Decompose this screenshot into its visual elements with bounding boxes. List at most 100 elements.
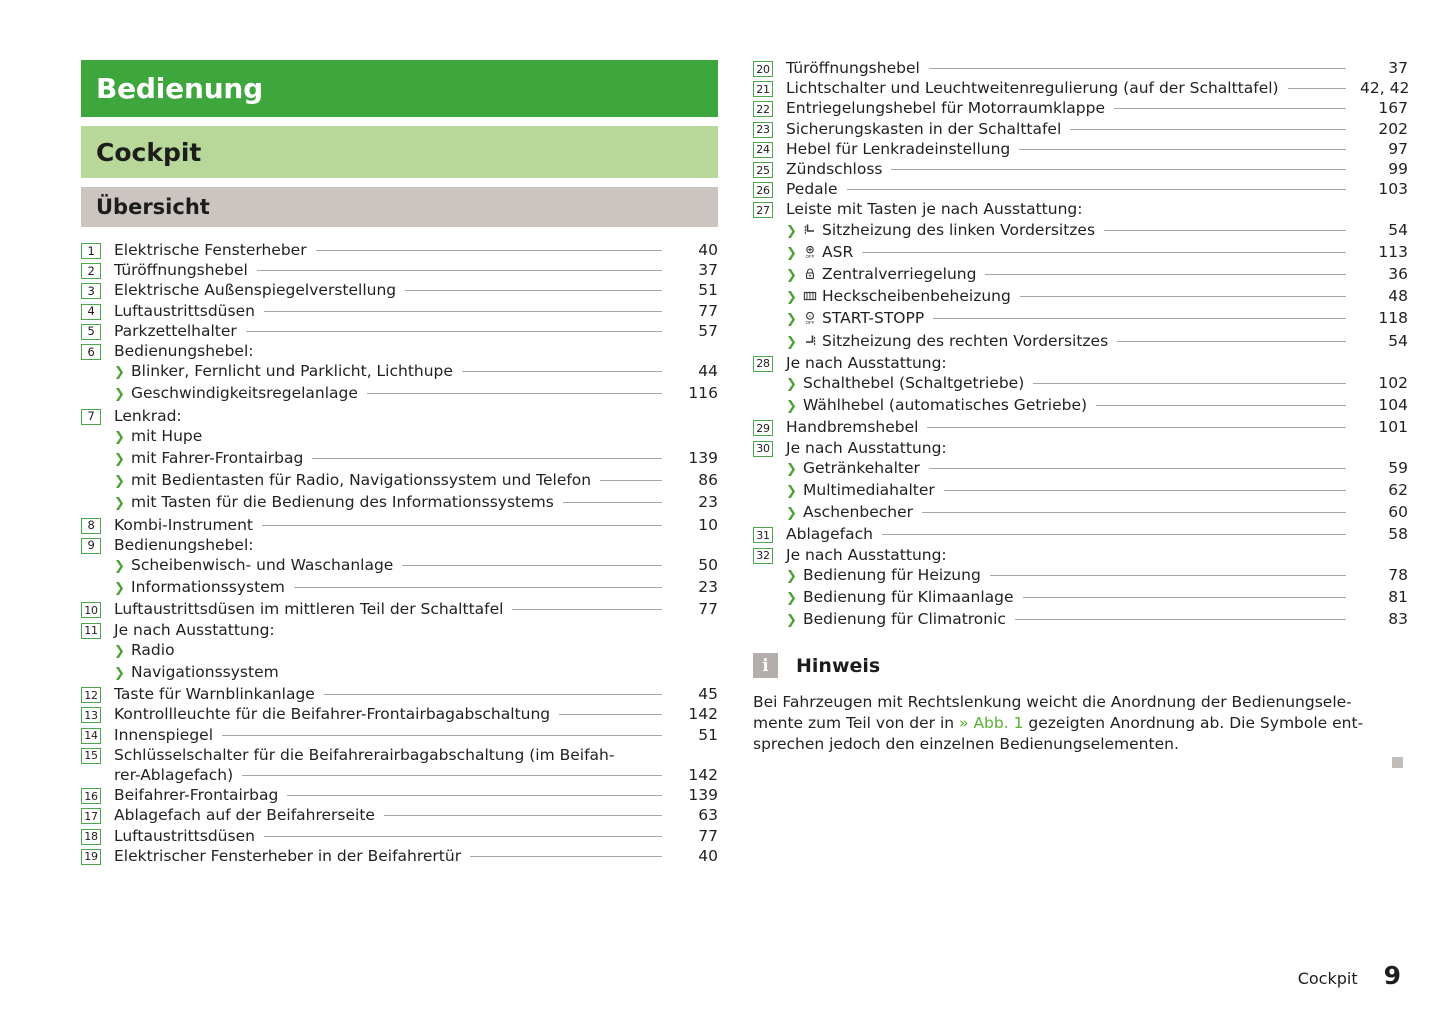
toc-entry[interactable]: 24 Hebel für Lenkradeinstellung 97 — [753, 139, 1408, 159]
toc-sub-entry[interactable]: ❯ Sitzheizung des linken Vordersitzes 54 — [786, 220, 1408, 242]
page-number[interactable]: 86 — [698, 471, 718, 490]
page-number[interactable]: 51 — [698, 725, 718, 744]
page-number[interactable]: 167 — [1378, 99, 1408, 118]
toc-sub-entry[interactable]: ❯ Navigationssystem — [114, 662, 718, 684]
toc-entry[interactable]: 14 Innenspiegel 51 — [81, 725, 718, 745]
page-number[interactable]: 57 — [698, 321, 718, 340]
page-number[interactable]: 116 — [688, 384, 718, 403]
page-number[interactable]: 63 — [698, 806, 718, 825]
page-number[interactable]: 78 — [1388, 565, 1408, 584]
toc-sub-entry[interactable]: ❯ Scheibenwisch- und Waschanlage 50 — [114, 555, 718, 577]
page-number[interactable]: 81 — [1388, 588, 1408, 607]
toc-entry[interactable]: 29 Handbremshebel 101 — [753, 417, 1408, 437]
toc-entry[interactable]: 27 Leiste mit Tasten je nach Ausstattung:… — [753, 199, 1408, 352]
page-number[interactable]: 23 — [698, 578, 718, 597]
toc-sub-entry[interactable]: ❯ mit Tasten für die Bedienung des Inform… — [114, 492, 718, 514]
toc-sub-entry[interactable]: ❯ mit Bedientasten für Radio, Navigations… — [114, 470, 718, 492]
page-number[interactable]: 97 — [1388, 139, 1408, 158]
toc-sub-entry[interactable]: ❯ Multimediahalter 62 — [786, 480, 1408, 502]
page-number[interactable]: 44 — [698, 362, 718, 381]
page-number[interactable]: 142 — [688, 766, 718, 785]
toc-entry[interactable]: 32 Je nach Ausstattung: ❯ Bedienung für Hei… — [753, 545, 1408, 632]
page-number[interactable]: 40 — [698, 846, 718, 865]
page-number[interactable]: 103 — [1378, 180, 1408, 199]
toc-entry[interactable]: 25 Zündschloss 99 — [753, 159, 1408, 179]
toc-sub-entry[interactable]: ❯ Bedienung für Heizung 78 — [786, 565, 1408, 587]
page-number[interactable]: 59 — [1388, 458, 1408, 477]
page-number[interactable]: 118 — [1378, 309, 1408, 328]
page-number[interactable]: 83 — [1388, 610, 1408, 629]
page-number[interactable]: 36 — [1388, 265, 1408, 284]
page-number[interactable]: 62 — [1388, 481, 1408, 500]
toc-entry[interactable]: 6 Bedienungshebel: ❯ Blinker, Fernlicht und… — [81, 341, 718, 406]
toc-sub-entry[interactable]: ❯ mit Hupe — [114, 426, 718, 448]
toc-entry[interactable]: 23 Sicherungskasten in der Schalttafel 202 — [753, 119, 1408, 139]
toc-sub-entry[interactable]: ❯ Bedienung für Klimaanlage 81 — [786, 587, 1408, 609]
toc-entry[interactable]: 7 Lenkrad: ❯ mit Hupe ❯ mit Fahrer-Frontairba… — [81, 406, 718, 515]
toc-entry[interactable]: 13 Kontrollleuchte für die Beifahrer-Fron… — [81, 704, 718, 724]
page-number[interactable]: 60 — [1388, 503, 1408, 522]
toc-sub-entry[interactable]: ❯ mit Fahrer-Frontairbag 139 — [114, 448, 718, 470]
page-number[interactable]: 58 — [1388, 525, 1408, 544]
toc-sub-entry[interactable]: ❯ Zentralverriegelung 36 — [786, 264, 1408, 286]
page-number[interactable]: 99 — [1388, 160, 1408, 179]
toc-entry[interactable]: 21 Lichtschalter und Leuchtweitenregulier… — [753, 78, 1410, 98]
toc-entry[interactable]: 1 Elektrische Fensterheber 40 — [81, 240, 718, 260]
toc-entry[interactable]: 20 Türöffnungshebel 37 — [753, 58, 1408, 78]
page-number[interactable]: 142 — [688, 705, 718, 724]
toc-entry[interactable]: 18 Luftaustrittsdüsen 77 — [81, 826, 718, 846]
toc-entry[interactable]: 15 Schlüsselschalter für die Beifahrerair… — [81, 745, 718, 785]
toc-sub-entry[interactable]: ❯ Bedienung für Climatronic 83 — [786, 609, 1408, 631]
page-number[interactable]: 40 — [698, 241, 718, 259]
page-number[interactable]: 202 — [1378, 119, 1408, 138]
toc-entry[interactable]: 5 Parkzettelhalter 57 — [81, 321, 718, 341]
toc-entry[interactable]: 22 Entriegelungshebel für Motorraumklappe… — [753, 98, 1408, 118]
page-number[interactable]: 48 — [1388, 287, 1408, 306]
page-number[interactable]: 54 — [1388, 331, 1408, 350]
toc-sub-entry[interactable]: ❯ Aschenbecher 60 — [786, 502, 1408, 524]
toc-sub-entry[interactable]: ❯ Sitzheizung des rechten Vordersitzes 54 — [786, 331, 1408, 353]
toc-entry[interactable]: 12 Taste für Warnblinkanlage 45 — [81, 684, 718, 704]
toc-entry[interactable]: 26 Pedale 103 — [753, 179, 1408, 199]
toc-entry[interactable]: 11 Je nach Ausstattung: ❯ Radio ❯ Navigations… — [81, 620, 718, 685]
page-number[interactable]: 37 — [698, 261, 718, 280]
page-number[interactable]: 23 — [698, 493, 718, 512]
page-number[interactable]: 102 — [1378, 374, 1408, 393]
toc-sub-entry[interactable]: ❯ Schalthebel (Schaltgetriebe) 102 — [786, 373, 1408, 395]
page-number[interactable]: 77 — [698, 826, 718, 845]
toc-sub-entry[interactable]: ❯ Blinker, Fernlicht und Parklicht, Licht… — [114, 361, 718, 383]
toc-entry[interactable]: 31 Ablagefach 58 — [753, 524, 1408, 544]
toc-sub-entry[interactable]: ❯ Radio — [114, 640, 718, 662]
toc-entry[interactable]: 19 Elektrischer Fensterheber in der Beifa… — [81, 846, 718, 866]
page-number[interactable]: 77 — [698, 600, 718, 619]
toc-entry[interactable]: 4 Luftaustrittsdüsen 77 — [81, 301, 718, 321]
page-number[interactable]: 45 — [698, 685, 718, 704]
toc-sub-entry[interactable]: ❯ Getränkehalter 59 — [786, 458, 1408, 480]
page-number[interactable]: 104 — [1378, 396, 1408, 415]
figure-reference-link[interactable]: » Abb. 1 — [959, 714, 1024, 733]
toc-entry[interactable]: 17 Ablagefach auf der Beifahrerseite 63 — [81, 805, 718, 825]
page-number[interactable]: 113 — [1378, 242, 1408, 261]
page-number[interactable]: 10 — [698, 515, 718, 534]
toc-sub-entry[interactable]: ❯ Heckscheibenbeheizung 48 — [786, 286, 1408, 308]
toc-sub-entry[interactable]: ❯ Geschwindigkeitsregelanlage 116 — [114, 383, 718, 405]
toc-entry[interactable]: 10 Luftaustrittsdüsen im mittleren Teil d… — [81, 599, 718, 619]
page-number[interactable]: 37 — [1388, 59, 1408, 77]
toc-sub-entry[interactable]: ❯ Wählhebel (automatisches Getriebe) 104 — [786, 395, 1408, 417]
page-number[interactable]: 51 — [698, 281, 718, 300]
page-number[interactable]: 101 — [1378, 418, 1408, 437]
toc-entry[interactable]: 16 Beifahrer-Frontairbag 139 — [81, 785, 718, 805]
toc-sub-entry[interactable]: ❯ Informationssystem 23 — [114, 577, 718, 599]
toc-entry[interactable]: 3 Elektrische Außenspiegelverstellung 51 — [81, 280, 718, 300]
toc-entry[interactable]: 30 Je nach Ausstattung: ❯ Getränkehalter 59 ❯… — [753, 438, 1408, 525]
page-number[interactable]: 50 — [698, 556, 718, 575]
toc-sub-entry[interactable]: ❯ OFF ASR 113 — [786, 242, 1408, 264]
toc-sub-entry[interactable]: ❯ A OFF START-STOPP 118 — [786, 308, 1408, 330]
toc-entry[interactable]: 2 Türöffnungshebel 37 — [81, 260, 718, 280]
page-number[interactable]: 54 — [1388, 220, 1408, 239]
page-number[interactable]: 139 — [688, 786, 718, 805]
page-number[interactable]: 42, 42 — [1360, 79, 1410, 98]
page-number[interactable]: 139 — [688, 449, 718, 468]
page-number[interactable]: 77 — [698, 301, 718, 320]
toc-entry[interactable]: 8 Kombi-Instrument 10 — [81, 515, 718, 535]
